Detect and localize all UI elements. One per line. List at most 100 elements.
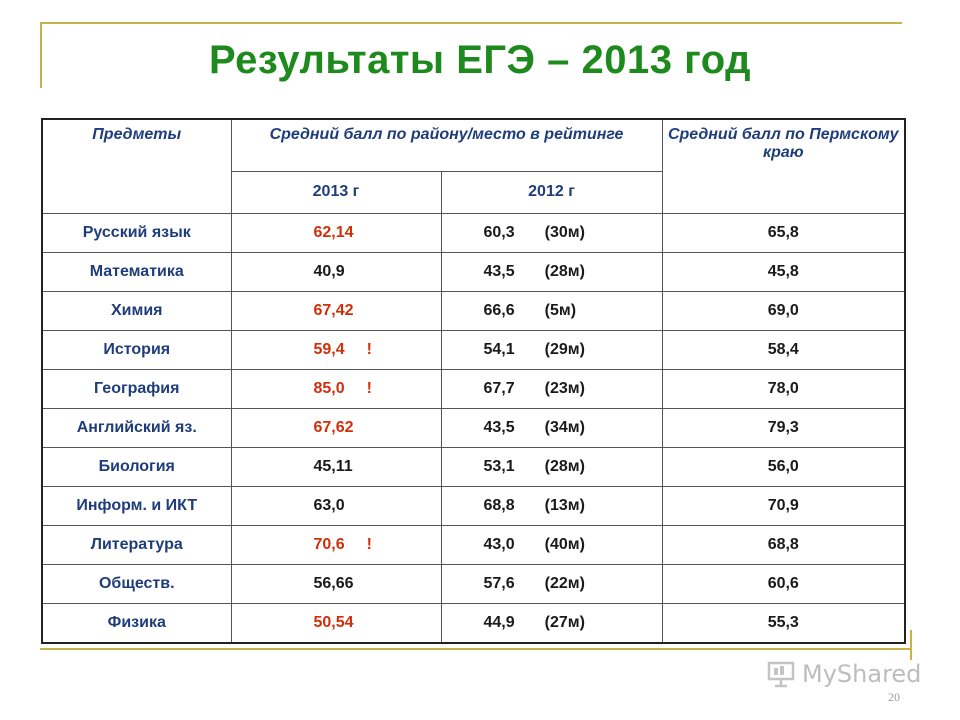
score-2013: 62,14 [313,223,354,241]
score-2013: 63,0 [313,496,345,514]
perm-score-cell: 55,3 [661,602,906,643]
rating-place: (27м) [544,613,585,631]
table-row: Физика 50,54 44,9 (27м) 55,3 [41,602,906,643]
subject-cell: Физика [41,602,232,643]
score-2012: 43,0 [483,535,515,553]
table-row: Английский яз. 67,62 43,5 (34м) 79,3 [41,407,906,448]
score-2012-cell: 44,9 (27м) [440,602,663,643]
subject-cell: Математика [41,251,232,292]
score-2012: 57,6 [483,574,515,592]
score-2013: 45,11 [313,457,353,475]
table-row: История 59,4! 54,1 (29м) 58,4 [41,329,906,370]
subject-cell: Химия [41,290,232,331]
page-number: 20 [888,690,900,704]
score-2012: 43,5 [483,262,515,280]
header-year-2012: 2012 г [440,170,663,214]
decorative-top-line [40,22,902,24]
header-perm: Средний балл по Пермскому краю [661,118,906,214]
table-row: Математика 40,9 43,5 (28м) 45,8 [41,251,906,292]
exclamation-mark: ! [366,379,372,397]
subject-cell: Английский яз. [41,407,232,448]
score-2013: 40,9 [313,262,345,280]
rating-place: (13м) [544,496,585,514]
perm-score-cell: 78,0 [661,368,906,409]
rating-place: (22м) [544,574,585,592]
score-2012: 53,1 [483,457,515,475]
score-2013-cell: 62,14 [230,212,442,253]
results-table: Предметы Средний балл по району/место в … [41,118,907,644]
subject-cell: Биология [41,446,232,487]
score-2013: 59,4 [313,340,345,358]
score-2012-cell: 53,1 (28м) [440,446,663,487]
score-2013: 56,66 [313,574,354,592]
perm-score-cell: 70,9 [661,485,906,526]
perm-score-cell: 65,8 [661,212,906,253]
score-2013: 85,0 [313,379,345,397]
rating-place: (28м) [544,262,585,280]
header-district-group: Средний балл по району/место в рейтинге [230,118,663,172]
score-2013: 50,54 [313,613,354,631]
score-2013: 70,6 [313,535,345,553]
table-row: Информ. и ИКТ 63,0 68,8 (13м) 70,9 [41,485,906,526]
score-2012: 44,9 [483,613,515,631]
score-2013-cell: 67,62 [230,407,442,448]
score-2013: 67,62 [313,418,354,436]
decorative-right-line [910,630,912,660]
score-2012-cell: 60,3 (30м) [440,212,663,253]
subject-cell: История [41,329,232,370]
rating-place: (5м) [544,301,577,319]
rating-place: (34м) [544,418,585,436]
perm-score-cell: 60,6 [661,563,906,604]
score-2012-cell: 54,1 (29м) [440,329,663,370]
header-year-2013: 2013 г [230,170,442,214]
perm-score-cell: 79,3 [661,407,906,448]
rating-place: (30м) [544,223,585,241]
score-2012-cell: 43,5 (28м) [440,251,663,292]
score-2013-cell: 56,66 [230,563,442,604]
perm-score-cell: 58,4 [661,329,906,370]
score-2012: 43,5 [483,418,515,436]
score-2013-cell: 63,0 [230,485,442,526]
score-2012-cell: 67,7 (23м) [440,368,663,409]
score-2012-cell: 43,0 (40м) [440,524,663,565]
score-2012: 68,8 [483,496,515,514]
score-2013-cell: 70,6! [230,524,442,565]
watermark: MyShared [766,656,926,692]
table-row: Обществ. 56,66 57,6 (22м) 60,6 [41,563,906,604]
score-2013-cell: 59,4! [230,329,442,370]
score-2013-cell: 67,42 [230,290,442,331]
score-2013-cell: 50,54 [230,602,442,643]
exclamation-mark: ! [366,535,372,553]
subject-cell: Литература [41,524,232,565]
table-row: Биология 45,11 53,1 (28м) 56,0 [41,446,906,487]
perm-score-cell: 69,0 [661,290,906,331]
decorative-bottom-line [40,648,910,650]
subject-cell: Русский язык [41,212,232,253]
presentation-icon [767,661,795,688]
score-2013-cell: 40,9 [230,251,442,292]
score-2012: 67,7 [483,379,515,397]
rating-place: (28м) [544,457,585,475]
table-row: Русский язык 62,14 60,3 (30м) 65,8 [41,212,906,253]
perm-score-cell: 56,0 [661,446,906,487]
score-2012-cell: 66,6 (5м) [440,290,663,331]
rating-place: (29м) [544,340,585,358]
score-2012: 66,6 [483,301,515,319]
score-2012: 60,3 [483,223,515,241]
perm-score-cell: 45,8 [661,251,906,292]
score-2013: 67,42 [313,301,354,319]
score-2012-cell: 68,8 (13м) [440,485,663,526]
score-2012: 54,1 [483,340,515,358]
subject-cell: Обществ. [41,563,232,604]
table-row: Химия 67,42 66,6 (5м) 69,0 [41,290,906,331]
perm-score-cell: 68,8 [661,524,906,565]
rating-place: (23м) [544,379,585,397]
rating-place: (40м) [544,535,585,553]
decorative-left-line [40,22,42,88]
header-subjects: Предметы [41,118,232,214]
page-title: Результаты ЕГЭ – 2013 год [208,38,752,82]
table-row: Литература 70,6! 43,0 (40м) 68,8 [41,524,906,565]
watermark-text: MyShared [802,660,922,688]
table-row: География 85,0! 67,7 (23м) 78,0 [41,368,906,409]
score-2013-cell: 45,11 [230,446,442,487]
